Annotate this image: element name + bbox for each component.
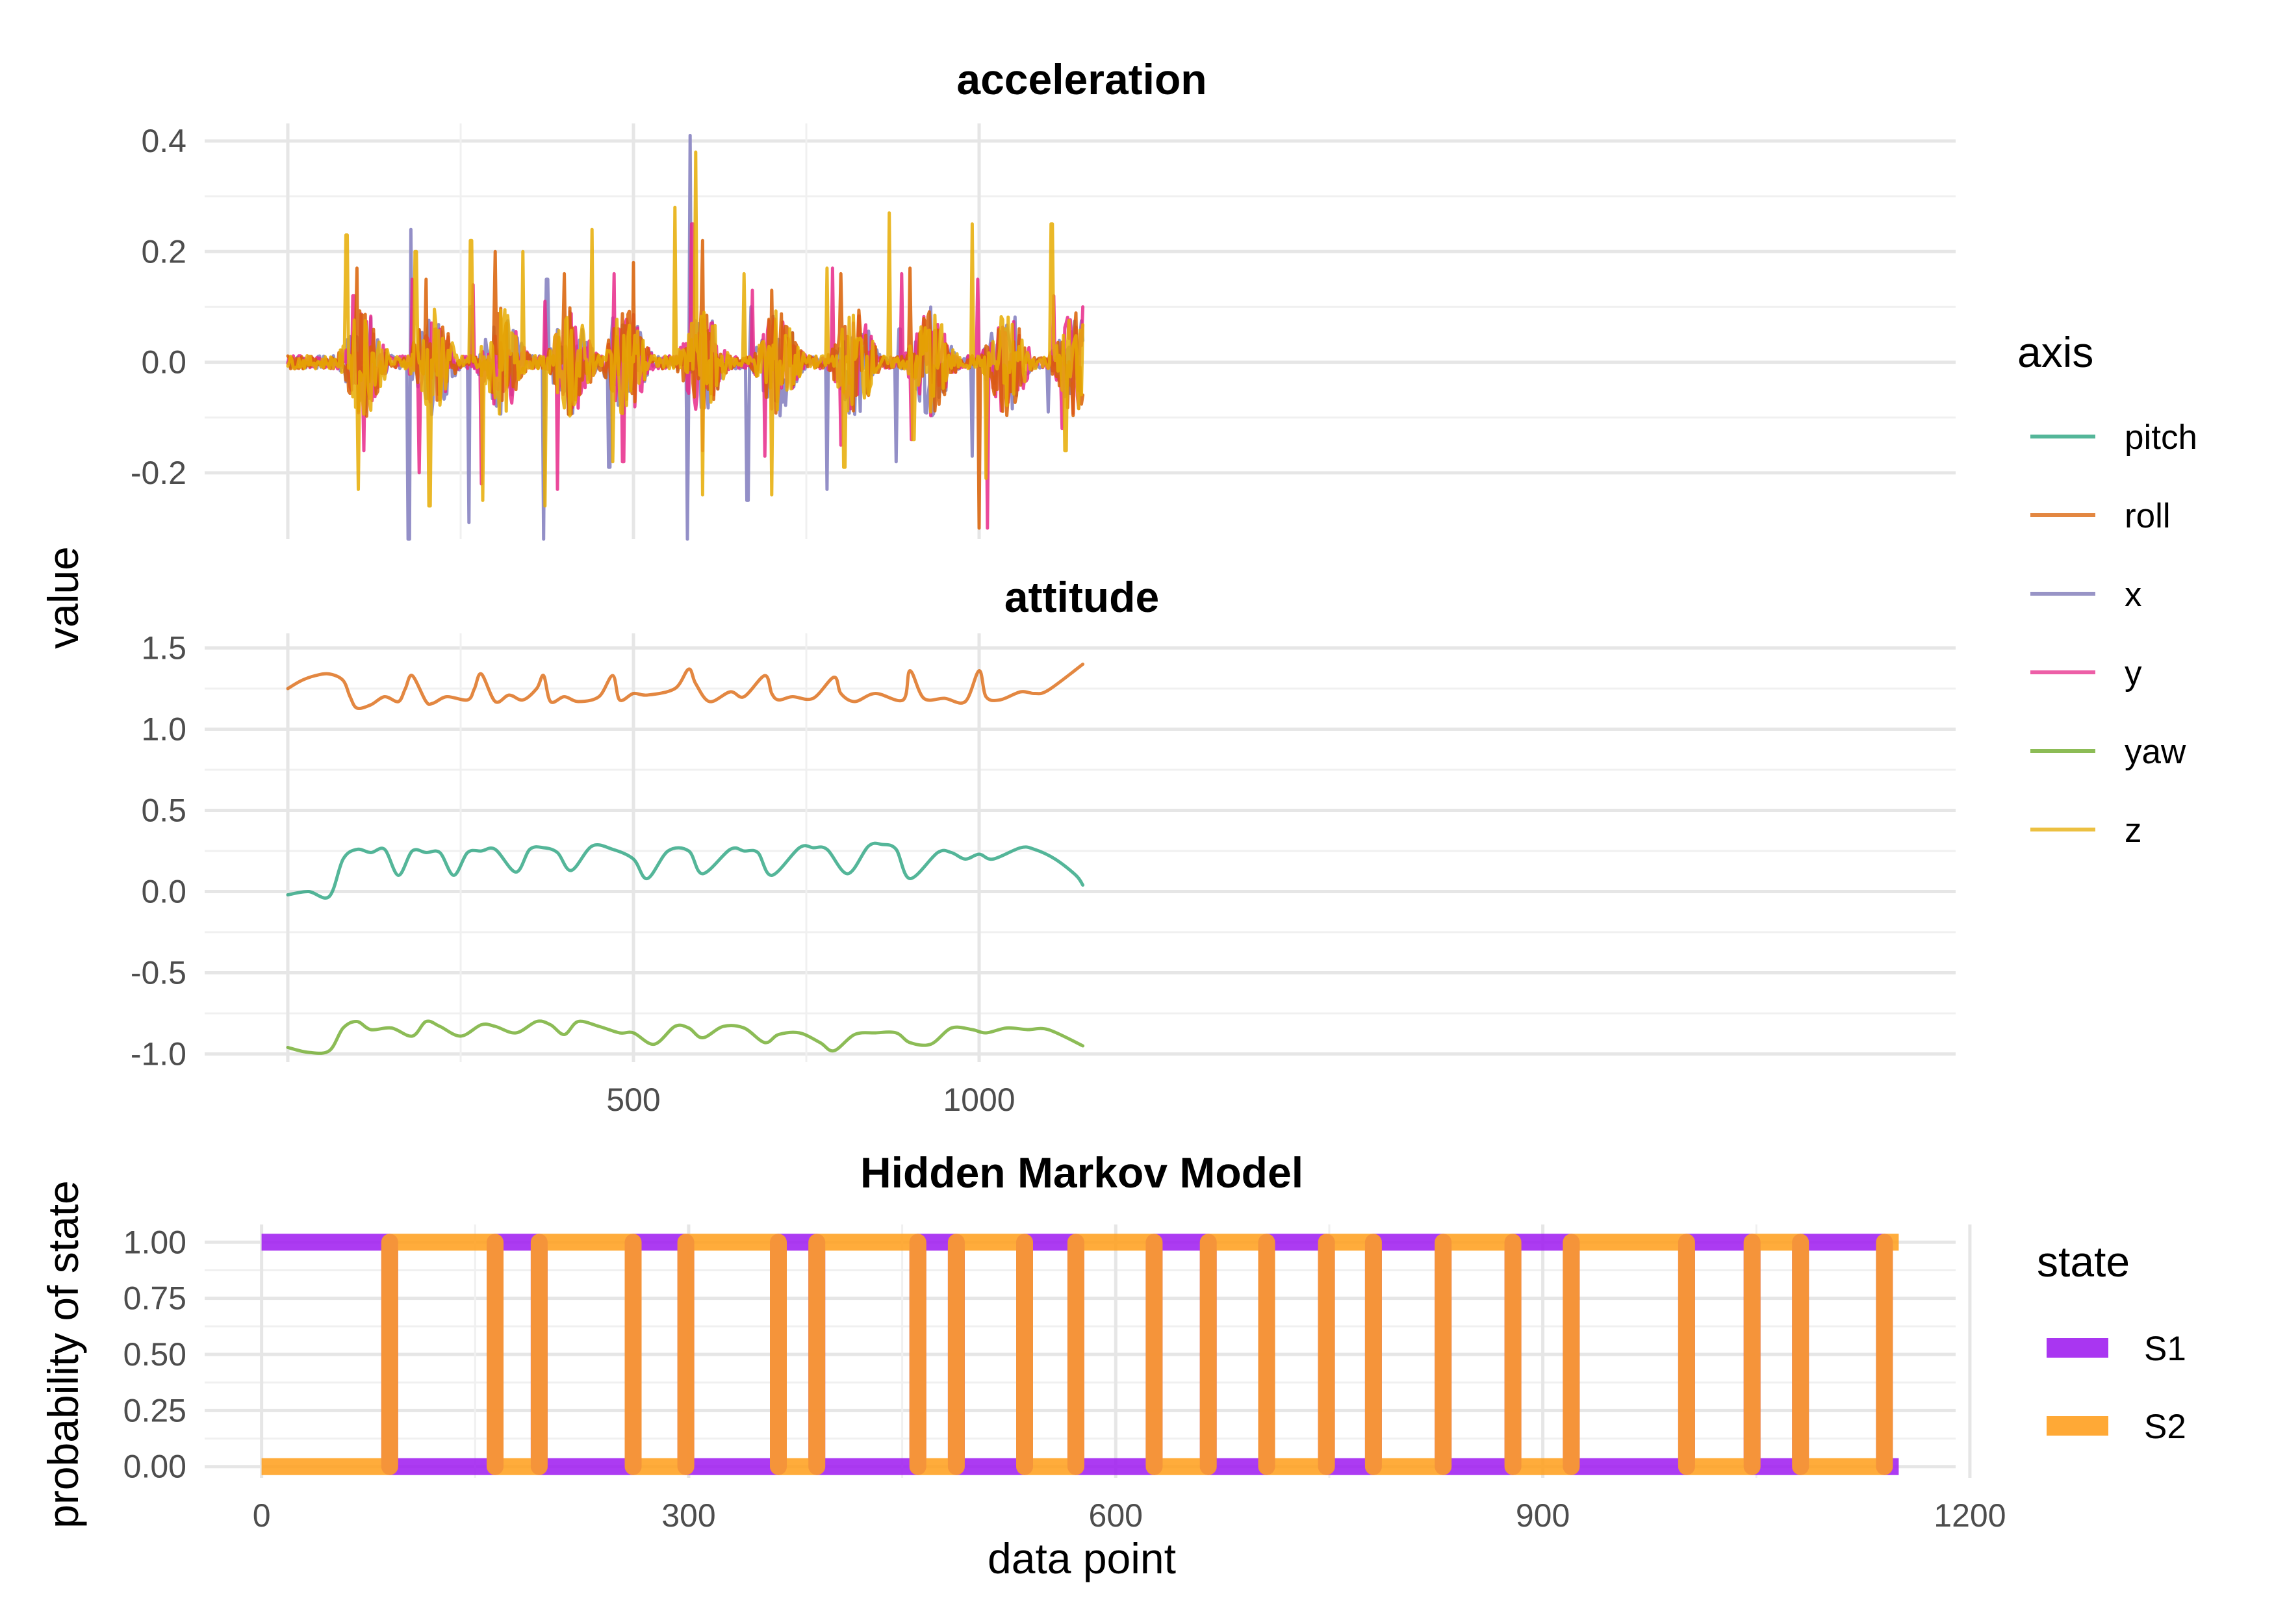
axis-legend: axis pitch roll x y yaw z — [2017, 328, 2197, 850]
attitude-y-tick-label: 1.0 — [141, 711, 186, 748]
attitude-y-tick-label: 1.5 — [141, 630, 186, 666]
attitude-series-roll — [286, 663, 1085, 711]
axis-legend-label-yaw: yaw — [2125, 733, 2186, 771]
hmm-y-tick-label: 0.75 — [123, 1280, 186, 1317]
attitude-series-yaw — [286, 1019, 1085, 1055]
acceleration-title: acceleration — [956, 55, 1207, 103]
attitude-series-pitch — [286, 841, 1085, 900]
acceleration-y-tick-label: 0.4 — [141, 123, 186, 159]
hmm-title: Hidden Markov Model — [860, 1148, 1303, 1197]
attitude-x-tick-label: 1000 — [943, 1082, 1015, 1118]
attitude-title: attitude — [1004, 573, 1159, 621]
state-legend-title: state — [2037, 1237, 2130, 1286]
attitude-x-tick-label: 500 — [606, 1082, 660, 1118]
axis-legend-label-x: x — [2125, 576, 2142, 614]
hmm-x-tick-label: 1200 — [1934, 1497, 2006, 1534]
hmm-y-tick-label: 0.25 — [123, 1392, 186, 1428]
attitude-y-tick-label: -0.5 — [131, 955, 186, 991]
value-axis-label: value — [39, 546, 87, 649]
hmm-x-axis-label: data point — [988, 1534, 1176, 1582]
acceleration-series-z — [286, 150, 1085, 508]
hmm-x-tick-label: 900 — [1516, 1497, 1570, 1534]
attitude-y-tick-label: 0.0 — [141, 874, 186, 910]
axis-legend-title: axis — [2017, 328, 2093, 376]
hmm-x-tick-label: 0 — [253, 1497, 271, 1534]
hmm-y-tick-label: 0.50 — [123, 1336, 186, 1373]
attitude-y-tick-label: 0.5 — [141, 793, 186, 829]
state-legend-label-S2: S2 — [2144, 1408, 2186, 1446]
acceleration-y-tick-label: 0.2 — [141, 233, 186, 270]
axis-legend-label-pitch: pitch — [2125, 418, 2197, 457]
axis-legend-label-roll: roll — [2125, 497, 2171, 535]
hmm-x-tick-label: 600 — [1089, 1497, 1143, 1534]
acceleration-panel: acceleration -0.2 0.0 0.2 0.4 — [131, 55, 1956, 541]
acceleration-y-tick-label: -0.2 — [131, 455, 186, 491]
hmm-panel: Hidden Markov Model 0.00 0.25 0.50 0.75 1.00 0… — [123, 1148, 2006, 1534]
state-legend-label-S1: S1 — [2144, 1330, 2186, 1368]
axis-legend-label-z: z — [2125, 811, 2142, 850]
acceleration-y-tick-label: 0.0 — [141, 344, 186, 381]
hmm-y-axis-label: probability of state — [39, 1180, 87, 1529]
attitude-panel: attitude -1.0 -0.5 0.0 0.5 1.0 1.5 500 1000 — [131, 573, 1956, 1118]
hmm-y-tick-label: 1.00 — [123, 1224, 186, 1260]
hmm-x-tick-label: 300 — [661, 1497, 715, 1534]
axis-legend-label-y: y — [2125, 654, 2142, 692]
hmm-y-tick-label: 0.00 — [123, 1449, 186, 1485]
hmm-series-S2 — [261, 1234, 1899, 1475]
attitude-y-tick-label: -1.0 — [131, 1036, 186, 1072]
state-legend: state S1 S2 — [2037, 1237, 2186, 1446]
